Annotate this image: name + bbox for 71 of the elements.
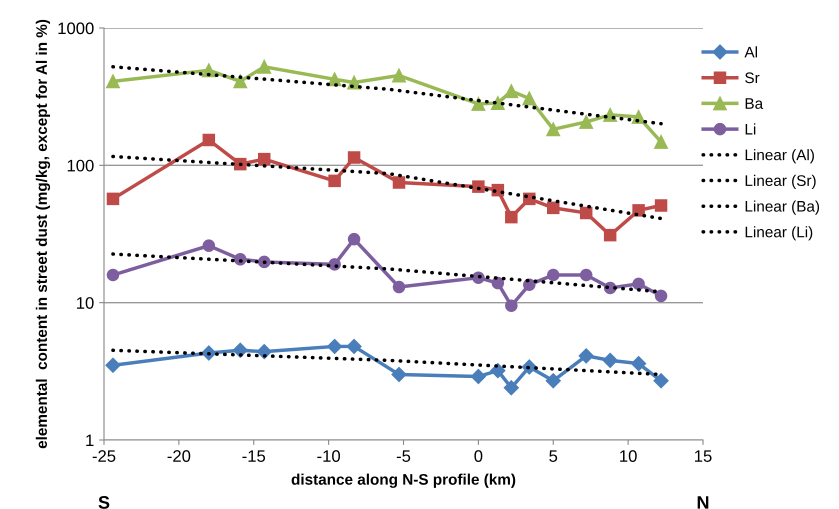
point xyxy=(392,68,406,82)
point xyxy=(578,348,594,364)
point xyxy=(522,91,536,106)
point xyxy=(547,202,560,214)
point xyxy=(472,180,485,193)
x-axis-title: distance along N-S profile (km) xyxy=(292,474,516,488)
point xyxy=(233,74,248,88)
point xyxy=(654,373,669,388)
y-axis-title: elemental content in street dust (mg/kg, except for Al in %) xyxy=(36,20,50,448)
point xyxy=(579,114,594,129)
point xyxy=(392,176,406,189)
point xyxy=(631,356,646,372)
legend-label: Linear (Ba) xyxy=(746,200,820,215)
point xyxy=(234,158,247,170)
point xyxy=(654,199,668,212)
x-tick-label: -25 xyxy=(92,450,116,462)
legend-label: Linear (Al) xyxy=(746,149,814,164)
legend-label: Linear (Li) xyxy=(746,226,812,240)
point xyxy=(504,380,519,396)
point xyxy=(492,276,504,290)
point xyxy=(105,358,121,373)
point xyxy=(604,228,616,242)
point xyxy=(490,96,505,110)
legend-label: Ba xyxy=(746,98,764,109)
y-tick-label: 1 xyxy=(86,434,94,446)
point xyxy=(546,122,560,136)
point xyxy=(257,60,272,74)
y-tick-label: 10 xyxy=(77,297,94,309)
point xyxy=(392,280,406,294)
point xyxy=(106,74,120,88)
point xyxy=(346,338,362,354)
point xyxy=(602,352,618,368)
text: S xyxy=(98,496,110,509)
point xyxy=(202,239,216,252)
point xyxy=(470,368,486,384)
legend-label: Sr xyxy=(745,72,760,84)
point xyxy=(106,268,120,282)
point xyxy=(232,342,248,358)
point xyxy=(505,210,518,224)
legend-label: Linear (Sr) xyxy=(746,174,816,190)
x-tick-label: 0 xyxy=(474,450,482,462)
point xyxy=(348,232,360,246)
point xyxy=(546,373,561,388)
legend-label: Li xyxy=(746,123,756,134)
x-tick-label: -20 xyxy=(168,450,190,462)
text: N xyxy=(698,496,708,509)
point xyxy=(348,151,360,164)
point xyxy=(580,206,592,220)
y-tick-label: 100 xyxy=(68,160,94,172)
x-tick-label: 10 xyxy=(620,450,637,462)
point xyxy=(505,299,518,312)
point xyxy=(202,134,216,146)
point xyxy=(632,278,645,290)
point xyxy=(258,152,270,166)
point xyxy=(547,268,560,282)
x-tick-label: 15 xyxy=(695,450,712,462)
point xyxy=(328,174,341,188)
x-tick-label: -15 xyxy=(242,450,266,462)
point xyxy=(654,290,668,302)
y-tick-label: 1000 xyxy=(58,22,94,34)
legend-label: Al xyxy=(744,46,757,58)
point xyxy=(490,363,506,378)
point xyxy=(106,192,120,206)
point xyxy=(504,84,518,98)
x-tick-label: 5 xyxy=(549,450,558,462)
x-tick-label: -10 xyxy=(317,450,340,462)
x-tick-label: -5 xyxy=(396,450,410,462)
point xyxy=(327,338,342,354)
point xyxy=(654,135,668,149)
point xyxy=(391,366,407,382)
point xyxy=(580,268,592,282)
